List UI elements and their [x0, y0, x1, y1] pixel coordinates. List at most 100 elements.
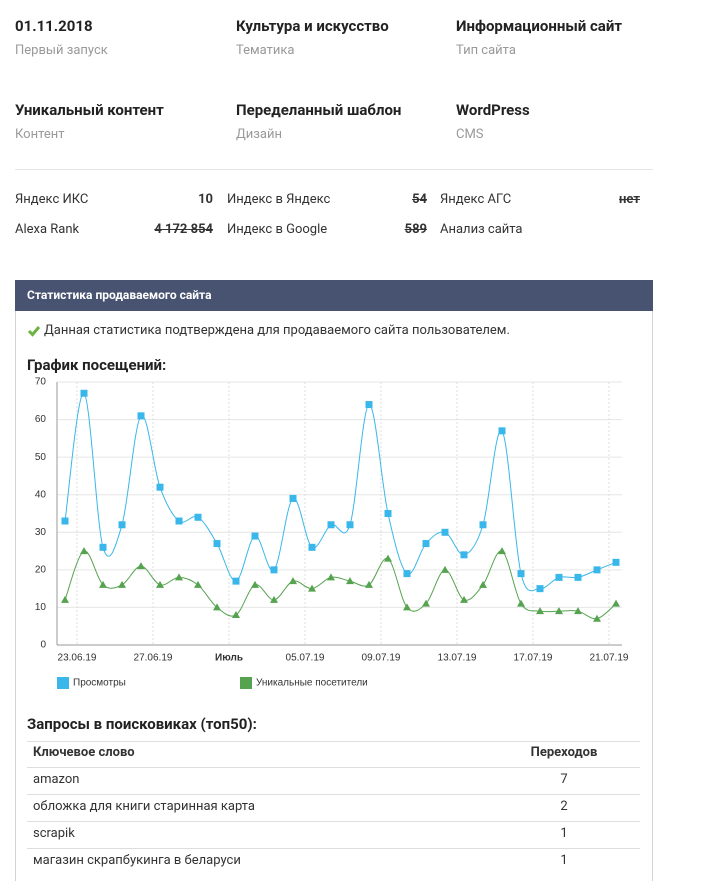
panel-title: Статистика продаваемого сайта	[27, 288, 212, 302]
info-value: 01.11.2018	[15, 17, 93, 35]
metric-name: Яндекс ИКС	[15, 192, 89, 207]
x-tick-label: Июль	[215, 653, 243, 664]
y-tick-label: 60	[35, 414, 47, 425]
metric-value: 589	[404, 222, 427, 237]
check-icon	[27, 326, 41, 337]
series-line	[64, 550, 617, 620]
marker	[498, 427, 506, 435]
table-rule	[27, 794, 640, 795]
chart: 0 10 20 30 40 50 60 70 23.06.19 27.06.19 Июль 05.07…	[35, 377, 629, 689]
y-tick-label: 70	[35, 377, 47, 388]
marker	[251, 532, 259, 540]
legend-label: Уникальные посетители	[256, 678, 368, 689]
marker	[346, 577, 354, 585]
marker	[574, 573, 582, 581]
metric-name: Яндекс АГС	[440, 192, 512, 207]
info-value: Культура и искусство	[236, 17, 389, 35]
clicks: 2	[560, 799, 568, 814]
y-tick-label: 10	[35, 602, 47, 613]
keyword: обложка для книги старинная карта	[33, 799, 255, 814]
y-tick-label: 30	[35, 527, 47, 538]
marker	[118, 580, 126, 588]
marker	[289, 494, 297, 502]
metric-name: Alexa Rank	[15, 222, 80, 237]
clicks: 7	[560, 772, 568, 787]
marker	[308, 584, 316, 592]
marker	[422, 599, 430, 607]
marker	[156, 483, 164, 491]
clicks: 1	[560, 853, 568, 868]
marker	[213, 603, 221, 611]
marker	[365, 401, 373, 409]
marker	[232, 577, 240, 585]
legend-swatch	[57, 677, 69, 689]
marker	[251, 580, 259, 588]
marker	[612, 599, 620, 607]
info-label: Тип сайта	[456, 43, 516, 58]
info-value: WordPress	[456, 101, 530, 119]
marker	[479, 580, 487, 588]
keyword: amazon	[33, 772, 80, 787]
marker	[441, 528, 449, 536]
info-label: Первый запуск	[15, 43, 108, 58]
marker	[99, 543, 107, 551]
marker	[80, 389, 88, 397]
marker	[384, 554, 392, 562]
info-label: Контент	[15, 127, 65, 142]
metric-value: нет	[619, 192, 640, 207]
x-tick-label: 23.06.19	[58, 653, 97, 664]
keyword: магазин скрапбукинга в беларуси	[33, 853, 241, 868]
info-label: Дизайн	[236, 127, 282, 142]
marker	[403, 603, 411, 611]
y-tick-label: 0	[40, 640, 46, 651]
marker	[137, 412, 145, 420]
marker	[346, 521, 354, 529]
metric-value: 54	[412, 192, 427, 207]
info-label: CMS	[456, 127, 484, 142]
marker	[593, 614, 601, 622]
marker	[118, 521, 126, 529]
marker	[574, 607, 582, 615]
marker	[327, 521, 335, 529]
metric-name: Индекс в Яндекс	[227, 192, 331, 207]
marker	[555, 573, 563, 581]
marker	[175, 573, 183, 581]
info-label: Тематика	[236, 43, 295, 58]
marker	[213, 540, 221, 548]
marker	[365, 580, 373, 588]
marker	[460, 551, 468, 559]
info-value: Уникальный контент	[15, 101, 164, 119]
marker	[175, 517, 183, 525]
marker	[422, 540, 430, 548]
table-rule	[27, 767, 640, 768]
metric-value: 4 172 854	[154, 222, 213, 237]
y-tick-label: 50	[35, 452, 47, 463]
chart-title: График посещений:	[27, 356, 167, 374]
marker	[194, 513, 202, 521]
x-tick-label: 13.07.19	[438, 653, 477, 664]
marker	[308, 543, 316, 551]
marker	[536, 585, 544, 593]
column-header: Ключевое слово	[33, 745, 135, 760]
x-tick-label: 27.06.19	[134, 653, 173, 664]
x-tick-label: 17.07.19	[514, 653, 553, 664]
column-header: Переходов	[530, 745, 598, 760]
marker	[479, 521, 487, 529]
marker	[327, 573, 335, 581]
legend-label: Просмотры	[73, 678, 126, 689]
marker	[270, 595, 278, 603]
marker	[289, 577, 297, 585]
x-tick-label: 09.07.19	[362, 653, 401, 664]
separator	[15, 169, 653, 170]
metric-name: Индекс в Google	[227, 222, 328, 237]
x-tick-label: 21.07.19	[590, 653, 629, 664]
keyword: scrapik	[33, 826, 75, 841]
marker	[517, 599, 525, 607]
y-tick-label: 40	[35, 489, 47, 500]
metric-name: Анализ сайта	[440, 222, 523, 237]
queries-title: Запросы в поисковиках (топ50):	[27, 715, 257, 733]
marker	[194, 580, 202, 588]
marker	[270, 566, 278, 574]
marker	[61, 517, 69, 525]
